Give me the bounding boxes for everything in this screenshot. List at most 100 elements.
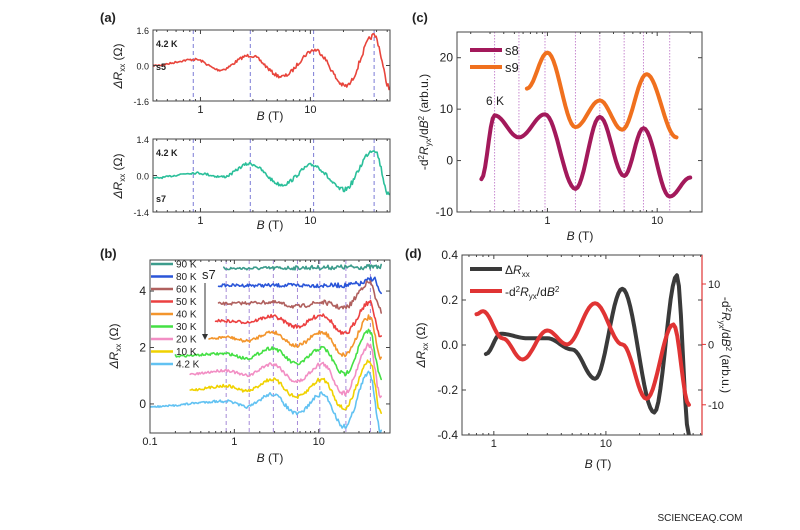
x-axis-label: B (T) — [257, 451, 284, 465]
x-axis-label-part: (T) — [265, 218, 284, 232]
annotation: s7 — [202, 267, 216, 282]
annotation: 4.2 K — [156, 39, 178, 49]
legend-label: 40 K — [176, 310, 197, 321]
legend-label: -d2Ryx/dB2 — [505, 285, 560, 301]
y-tick-label: 10 — [440, 102, 454, 116]
legend-label-part: -d — [505, 285, 516, 299]
x-tick-label: 10 — [651, 215, 663, 227]
y-axis-label-part: -d — [417, 159, 431, 170]
series-line-1 — [217, 276, 382, 295]
panel-a1: (a) 1 10 1.6 0.0 -1.6 B (T) ΔRxx (Ω) 4.2 K s5 — [100, 10, 391, 123]
x-axis-label-part: B — [585, 457, 593, 471]
y2-axis-label-part: 2 — [724, 347, 733, 352]
panel-a2: 1 10 1.4 0.0 -1.4 B (T) ΔRxx (Ω) 4.2 K s7 — [111, 135, 391, 232]
series-line-0 — [153, 33, 390, 91]
x-axis-label: B (T) — [257, 218, 284, 232]
x-tick-label: 10 — [304, 215, 316, 227]
x-axis-label-part: B — [567, 229, 575, 243]
y-tick-label: 0.0 — [136, 172, 149, 182]
series-line-1 — [524, 50, 679, 140]
legend-label: 80 K — [176, 272, 197, 283]
series-line-4 — [208, 314, 382, 360]
arrow-head-icon — [202, 334, 208, 340]
legend-label: 90 K — [176, 260, 197, 271]
legend-label-part: B — [547, 285, 555, 299]
y-tick-label: 2 — [139, 340, 146, 354]
legend-label-part: /d — [537, 285, 547, 299]
y-tick-label: 20 — [440, 51, 454, 65]
y-axis-label-part: 2 — [417, 115, 426, 120]
x-tick-label: 10 — [600, 438, 612, 450]
x-tick-label: 1 — [491, 438, 497, 450]
plot-frame — [149, 259, 391, 434]
y-tick-label: 0.0 — [136, 62, 149, 72]
y2-axis-label-part: (arb.u.) — [719, 351, 733, 393]
x-tick-label: 1 — [544, 215, 550, 227]
legend-label: 60 K — [176, 285, 197, 296]
legend-label: s8 — [505, 43, 519, 58]
panel-label: (a) — [100, 10, 116, 25]
y-axis-label-part: /d — [417, 128, 431, 138]
legend-label: 50 K — [176, 297, 197, 308]
legend-label: 10 K — [176, 347, 197, 358]
y-axis-label-part: xx — [421, 343, 430, 351]
x-axis-label-part: B — [257, 451, 265, 465]
y2-axis-label-part: -d — [719, 297, 733, 308]
y-tick-label: -10 — [436, 205, 454, 219]
y-axis-label-part: B — [417, 120, 431, 128]
y-axis-label: ΔRxx (Ω) — [107, 323, 123, 369]
plot-frame — [152, 138, 391, 213]
annotation: 4.2 K — [156, 148, 178, 158]
y-axis-label: ΔRxx (Ω) — [414, 322, 430, 368]
y-tick-label: -0.2 — [437, 383, 458, 397]
series-line-6 — [189, 342, 382, 399]
y-axis-label-part: (Ω) — [414, 322, 428, 342]
y-tick-label: -0.4 — [437, 428, 458, 442]
x-tick-label: 1 — [197, 104, 203, 116]
x-axis-label: B (T) — [257, 109, 284, 123]
panel-label: (d) — [405, 246, 422, 261]
y-axis-label-part: ΔR — [111, 71, 125, 89]
legend-label-part: R — [520, 285, 529, 299]
series-line-8 — [150, 370, 382, 433]
series-line-7 — [189, 359, 382, 414]
series-line-0 — [223, 263, 382, 271]
x-tick-label: 1 — [197, 215, 203, 227]
y-axis-label-part: R — [417, 146, 431, 155]
y-tick-label: 0.4 — [441, 248, 458, 262]
y-axis-label: ΔRxx (Ω) — [111, 153, 127, 199]
y2-axis-label-part: B — [719, 339, 733, 347]
legend-label-part: 2 — [555, 285, 560, 294]
y-tick-label: 1.6 — [136, 26, 149, 36]
y2-axis-label-part: 2 — [724, 308, 733, 313]
legend-label-part: Δ — [505, 263, 513, 277]
x-axis-label-part: (T) — [265, 451, 284, 465]
series-line-0 — [153, 150, 390, 196]
y-axis-label-part: 2 — [417, 154, 426, 159]
legend-label: s9 — [505, 60, 519, 75]
y-tick-label: -1.4 — [133, 208, 149, 218]
panel-label: (c) — [412, 10, 428, 25]
y-axis-label: ΔRxx (Ω) — [111, 43, 127, 89]
series-line-0 — [479, 112, 693, 199]
y-tick-label: 0 — [139, 397, 146, 411]
y-axis-label-part: xx — [118, 64, 127, 72]
y2-tick-label: 0 — [708, 339, 714, 351]
series-line-3 — [214, 299, 382, 338]
panel-label: (b) — [100, 246, 117, 261]
x-axis-label-part: (T) — [575, 229, 594, 243]
y-axis-label-part: (Ω) — [107, 323, 121, 343]
annotation: 6 K — [486, 94, 504, 108]
legend-label: 30 K — [176, 322, 197, 333]
y-axis-label-part: (Ω) — [111, 43, 125, 63]
y2-tick-label: -10 — [708, 400, 724, 412]
legend-label: 4.2 K — [176, 360, 200, 371]
y2-axis-label-part: R — [719, 312, 733, 321]
series-line-2 — [217, 280, 382, 314]
y-axis-label-part: yx — [424, 138, 433, 146]
y-axis-label-part: ΔR — [414, 350, 428, 368]
y-axis-label-part: ΔR — [107, 351, 121, 369]
legend-label-part: yx — [529, 292, 537, 301]
x-axis-label: B (T) — [585, 457, 612, 471]
